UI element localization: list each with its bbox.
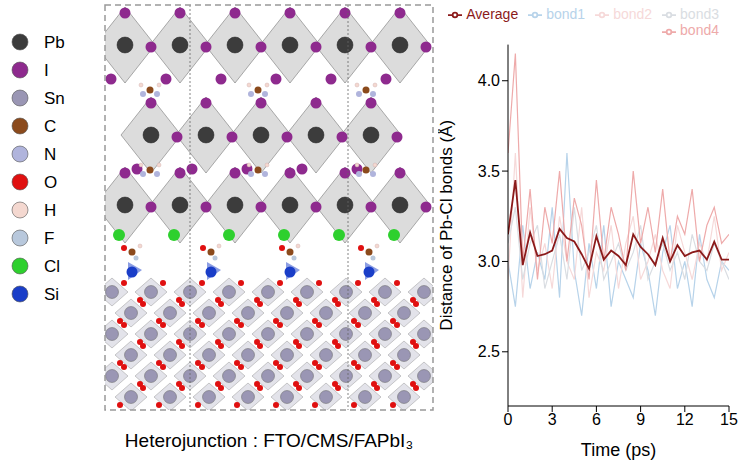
svg-text:C: C bbox=[44, 117, 56, 136]
svg-text:Sn: Sn bbox=[44, 89, 65, 108]
svg-text:Heterojunction : FTO/CMS/FAPbI: Heterojunction : FTO/CMS/FAPbI₃ bbox=[125, 430, 413, 451]
svg-text:9: 9 bbox=[636, 411, 645, 428]
svg-text:N: N bbox=[44, 145, 56, 164]
svg-text:3.5: 3.5 bbox=[478, 163, 500, 180]
html-text:bond3: bond3 bbox=[680, 6, 719, 22]
svg-text:4.0: 4.0 bbox=[478, 72, 500, 89]
svg-text:0: 0 bbox=[504, 411, 513, 428]
svg-text:F: F bbox=[44, 229, 54, 248]
svg-text:3: 3 bbox=[548, 411, 557, 428]
html-text:Average: Average bbox=[466, 6, 519, 22]
svg-text:2.5: 2.5 bbox=[478, 343, 500, 360]
svg-text:15: 15 bbox=[720, 411, 738, 428]
svg-text:O: O bbox=[44, 173, 57, 192]
svg-text:6: 6 bbox=[592, 411, 601, 428]
html-text:bond1: bond1 bbox=[546, 6, 586, 22]
html-text:bond2: bond2 bbox=[613, 6, 653, 22]
svg-text:I: I bbox=[44, 61, 49, 80]
svg-text:Cl: Cl bbox=[44, 257, 60, 276]
svg-text:Distance of Pb-Cl bonds (Å): Distance of Pb-Cl bonds (Å) bbox=[438, 120, 456, 331]
svg-text:12: 12 bbox=[676, 411, 694, 428]
svg-text:H: H bbox=[44, 201, 56, 220]
svg-text:3.0: 3.0 bbox=[478, 253, 500, 270]
svg-text:Time (ps): Time (ps) bbox=[581, 440, 656, 460]
html-text:bond4: bond4 bbox=[680, 22, 719, 39]
svg-text:Si: Si bbox=[44, 285, 59, 304]
svg-text:Pb: Pb bbox=[44, 33, 65, 52]
